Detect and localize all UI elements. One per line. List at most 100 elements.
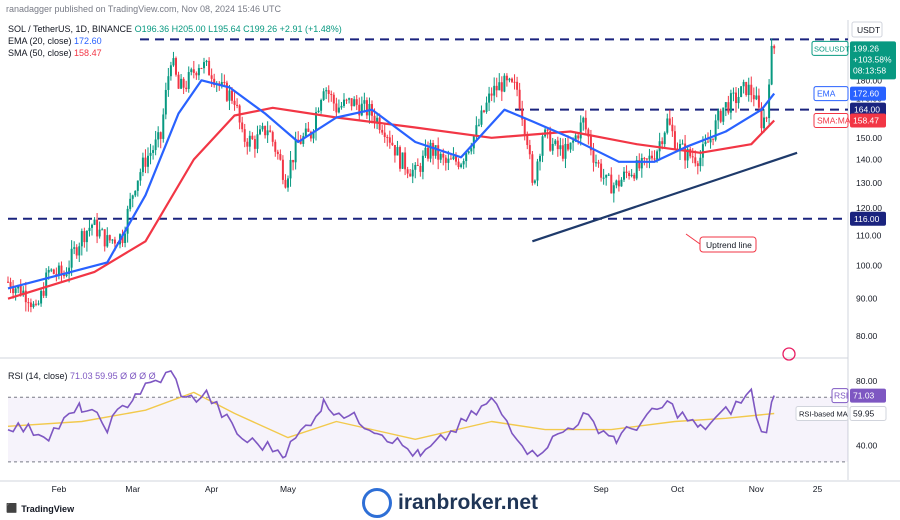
candle-body [414, 164, 417, 170]
candle-body [269, 130, 272, 133]
candle-body [35, 303, 37, 305]
candle-body [396, 147, 399, 156]
candle-body [32, 303, 35, 308]
rsi-tick-label: 80.00 [856, 376, 878, 386]
candle-body [253, 139, 256, 149]
candle-body [312, 131, 315, 139]
candle-body [393, 145, 396, 156]
price-tick-label: 180.00 [856, 75, 882, 85]
level-label: 164.00 [854, 105, 880, 115]
candle-body [134, 190, 137, 196]
candle-body [460, 164, 463, 167]
bar-countdown: 08:13:58 [853, 65, 886, 75]
candle-body [508, 78, 511, 81]
candle-body [159, 132, 162, 139]
candle-body [536, 161, 539, 181]
candle-body [91, 224, 93, 228]
candle-body [747, 84, 750, 95]
candle-body [521, 108, 524, 120]
candle-body [447, 158, 450, 163]
candle-body [182, 78, 185, 88]
candle-body [337, 107, 340, 113]
series-value-label: 158.47 [853, 115, 879, 125]
candle-body [495, 85, 498, 91]
candle-body [111, 239, 114, 241]
rsi-tag-box [831, 388, 849, 404]
candle-body [528, 145, 531, 155]
candle-body [582, 117, 585, 123]
candle-body [488, 93, 491, 103]
candle-body [483, 110, 485, 112]
candle-body [52, 269, 55, 274]
candle-body [421, 155, 424, 172]
candle-body [518, 89, 521, 109]
rsi-line [7, 370, 775, 459]
candle-body [363, 100, 366, 104]
candle-body [208, 60, 211, 76]
annotation-pointer [685, 233, 701, 245]
symbol-title[interactable]: SOL / TetherUS, 1D, BINANCE [8, 24, 133, 34]
candle-body [139, 172, 142, 181]
candle-body [169, 65, 172, 77]
time-tick-label: May [280, 484, 297, 494]
candle-body [75, 247, 78, 256]
candle-body [279, 154, 282, 160]
candle-body [437, 145, 440, 160]
candle-body [322, 91, 325, 101]
candle-body [673, 131, 676, 149]
candle-body [640, 158, 643, 169]
candle-body [668, 118, 671, 125]
candle-body [439, 153, 442, 160]
candle-body [175, 58, 177, 75]
candle-body [727, 102, 730, 113]
rsi-legend-label: RSI (14, close) [8, 371, 68, 381]
candle-body [424, 147, 427, 156]
candle-body [271, 132, 274, 142]
candle-body [231, 90, 233, 101]
candle-body [605, 174, 608, 178]
sma-legend[interactable]: SMA (50, close) 158.47 [8, 48, 102, 58]
candle-body [752, 95, 755, 100]
candle-body [757, 95, 760, 108]
last-price-change: +103.58% [853, 54, 892, 64]
candle-body [85, 230, 88, 243]
candle-body [63, 274, 65, 277]
rsi-legend-values: 71.03 59.95 Ø Ø Ø Ø [70, 371, 156, 381]
candle-body [96, 219, 99, 237]
candle-body [699, 157, 702, 167]
candle-body [763, 117, 765, 129]
rsi-legend[interactable]: RSI (14, close) 71.03 59.95 Ø Ø Ø Ø [8, 371, 156, 381]
candle-body [276, 151, 279, 155]
rsi-tag-name: RSI [834, 391, 848, 401]
candle-body [185, 87, 188, 89]
candle-body [505, 75, 508, 81]
candle-body [383, 132, 386, 137]
candle-body [330, 93, 333, 95]
candle-body [376, 117, 379, 124]
ema-legend[interactable]: EMA (20, close) 172.60 [8, 36, 102, 46]
series-tag-name: SMA:MA [817, 115, 851, 125]
candle-body [381, 129, 384, 133]
candle-body [136, 180, 139, 191]
price-tick-label: 90.00 [856, 294, 878, 304]
candle-body [559, 145, 562, 150]
candle-body [592, 150, 595, 163]
price-tick-label: 120.00 [856, 203, 882, 213]
candle-body [503, 75, 506, 92]
candle-body [485, 102, 488, 112]
candle-body [164, 89, 167, 115]
candle-body [353, 99, 356, 107]
candle-body [615, 180, 618, 186]
candle-body [416, 164, 419, 166]
candle-body [317, 110, 320, 113]
candle-body [546, 129, 549, 131]
candle-body [541, 136, 544, 156]
last-price-box [850, 41, 896, 80]
tradingview-logo[interactable]: ⬛ TradingView [6, 503, 74, 514]
candle-body [144, 157, 147, 167]
sma-line [7, 106, 775, 300]
candle-body [200, 68, 203, 70]
candle-body [480, 110, 483, 125]
candle-body [80, 231, 83, 247]
candle-body [9, 281, 12, 289]
